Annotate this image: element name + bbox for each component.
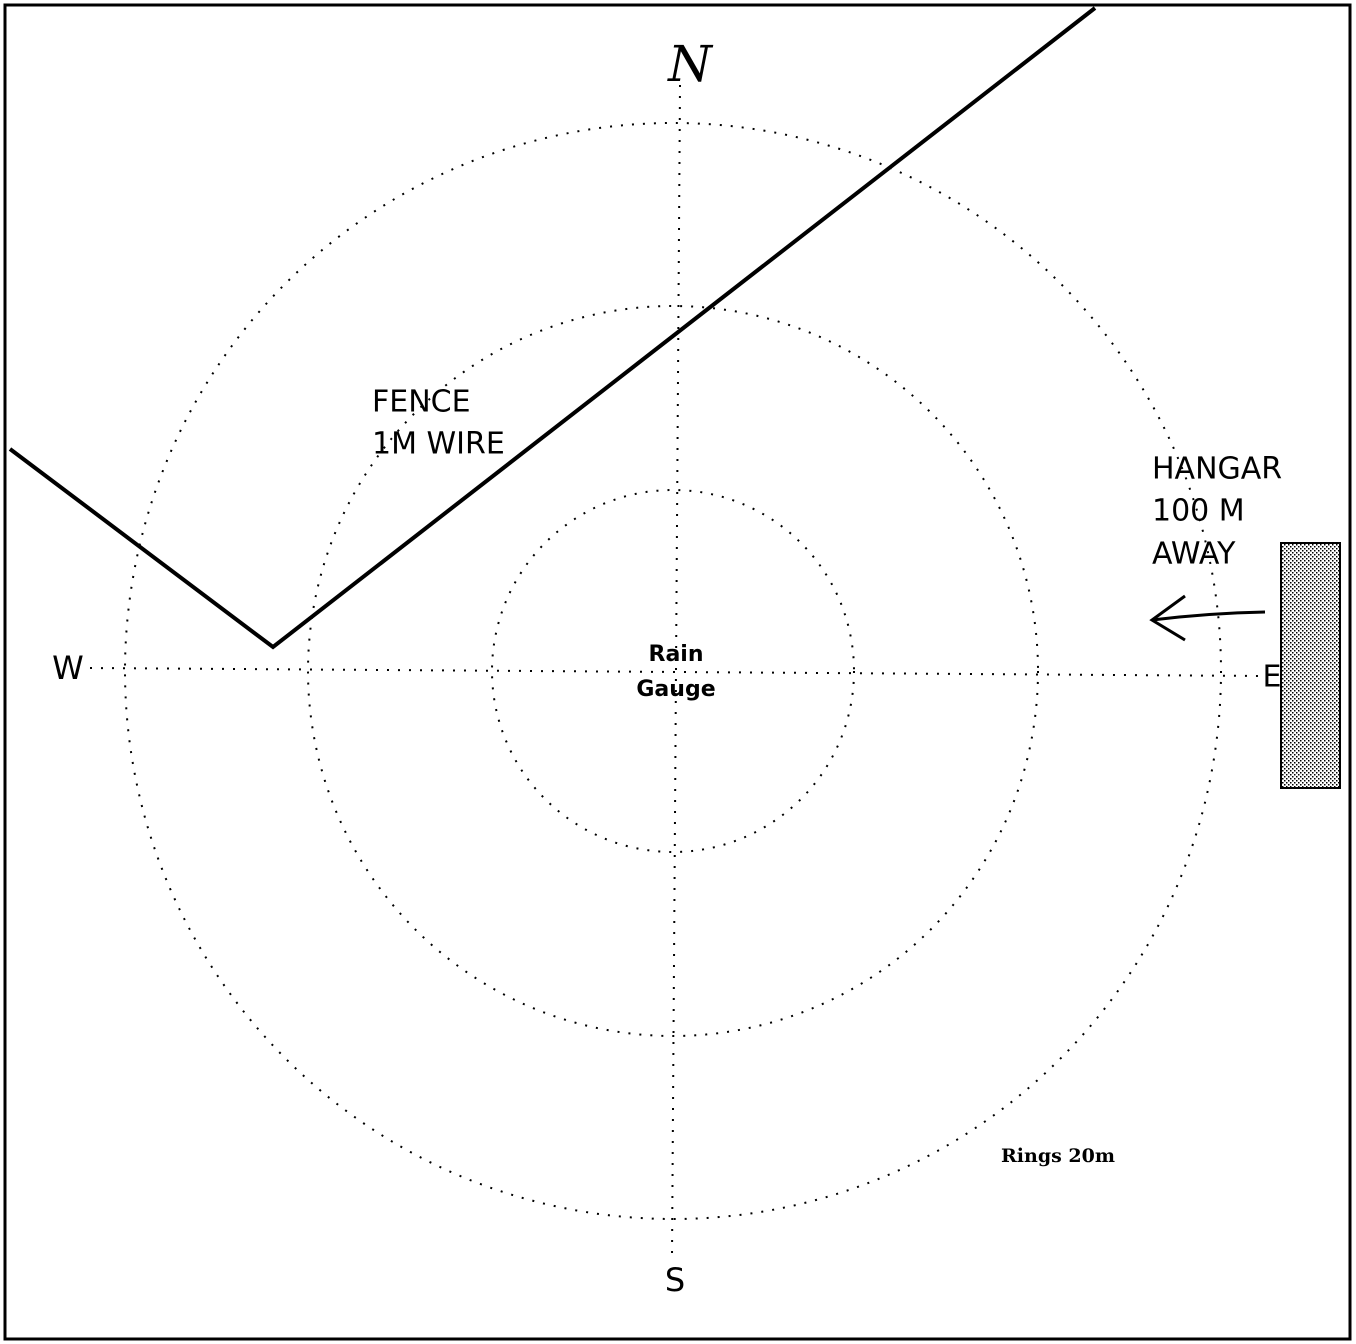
- fence-line: [8, 6, 1097, 650]
- axis-ns: [671, 84, 681, 1256]
- west-label: W: [52, 649, 84, 687]
- north-label: N: [667, 35, 714, 93]
- scale-note: Rings 20m: [1001, 1145, 1115, 1167]
- fence-label: 1M WIRE: [372, 427, 505, 462]
- hangar-label: HANGAR: [1152, 452, 1282, 487]
- ring-middle: [307, 305, 1039, 1037]
- south-label: S: [665, 1261, 685, 1299]
- hangar-label: 100 M: [1152, 494, 1245, 529]
- hangar-label: AWAY: [1152, 537, 1236, 572]
- hangar-block: [1280, 542, 1341, 789]
- east-label: E: [1263, 660, 1282, 695]
- fence-label: FENCE: [372, 385, 471, 420]
- frame: [3, 3, 1352, 1341]
- arrow: [1149, 594, 1266, 642]
- axis-ew: [89, 667, 1266, 677]
- ring-outer: [124, 122, 1222, 1220]
- center-label: Rain: [649, 642, 704, 667]
- center-label: Gauge: [636, 677, 715, 702]
- ring-inner: [491, 489, 855, 853]
